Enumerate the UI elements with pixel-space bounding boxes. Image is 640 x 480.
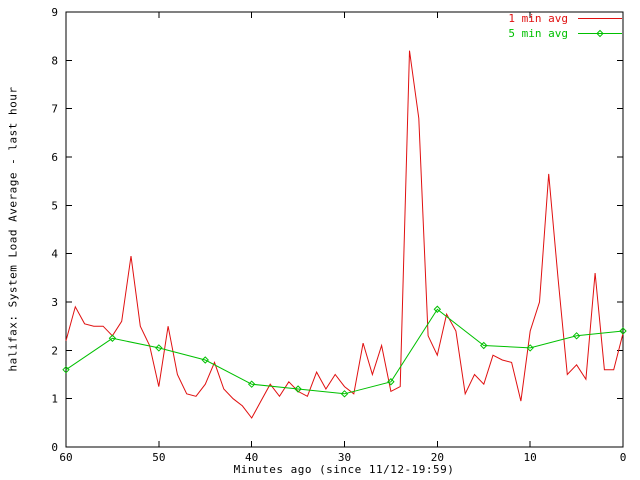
series-marker-5-min-avg [62, 365, 70, 374]
series-marker-5-min-avg [294, 385, 302, 393]
x-tick-label: 40 [245, 451, 258, 464]
x-tick-label: 60 [59, 451, 72, 464]
x-tick-label: 50 [152, 451, 165, 464]
series-marker-5-min-avg [108, 334, 117, 342]
series-marker-5-min-avg [340, 390, 349, 398]
x-tick-label: 20 [431, 451, 444, 464]
series-marker-5-min-avg [201, 356, 209, 364]
legend-item-5min-avg: 5 min avg [508, 27, 623, 40]
y-tick-label: 2 [51, 344, 58, 357]
x-tick-label: 10 [524, 451, 537, 464]
legend-label-5min-avg: 5 min avg [508, 27, 568, 40]
series-line-5-min-avg [65, 308, 624, 395]
y-tick-label: 7 [51, 103, 58, 116]
series-marker-5-min-avg [480, 341, 488, 350]
y-tick-label: 8 [51, 54, 58, 67]
series-marker-5-min-avg [619, 327, 627, 335]
series-marker-5-min-avg [572, 332, 581, 340]
series-marker-5-min-avg [526, 344, 534, 352]
y-tick-label: 0 [51, 441, 58, 454]
y-axis-title: halifax: System Load Average - last hour [6, 86, 20, 372]
series-marker-5-min-avg [433, 305, 442, 313]
y-tick-label: 3 [51, 296, 58, 309]
y-tick-label: 6 [51, 151, 58, 164]
y-tick-label: 9 [51, 6, 58, 19]
series-marker-5-min-avg [155, 344, 163, 352]
legend-label-1min-avg: 1 min avg [508, 12, 568, 25]
legend-line-sample-5min-avg [578, 29, 622, 38]
legend-sample-marker [596, 29, 604, 38]
series-line-1-min-avg [65, 50, 624, 419]
y-tick-label: 4 [51, 248, 58, 261]
plot-frame [65, 11, 624, 448]
series-marker-5-min-avg [387, 378, 395, 386]
y-tick-label: 5 [51, 199, 58, 212]
y-tick-label: 1 [51, 393, 58, 406]
x-axis-title: Minutes ago (since 11/12-19:59) [233, 463, 455, 476]
legend-line-sample-1min-avg [578, 18, 622, 19]
x-tick-label: 0 [620, 451, 627, 464]
legend-item-1min-avg: 1 min avg [508, 12, 623, 25]
legend: 1 min avg 5 min avg [508, 12, 623, 40]
series-marker-5-min-avg [247, 380, 256, 388]
x-tick-label: 30 [338, 451, 351, 464]
